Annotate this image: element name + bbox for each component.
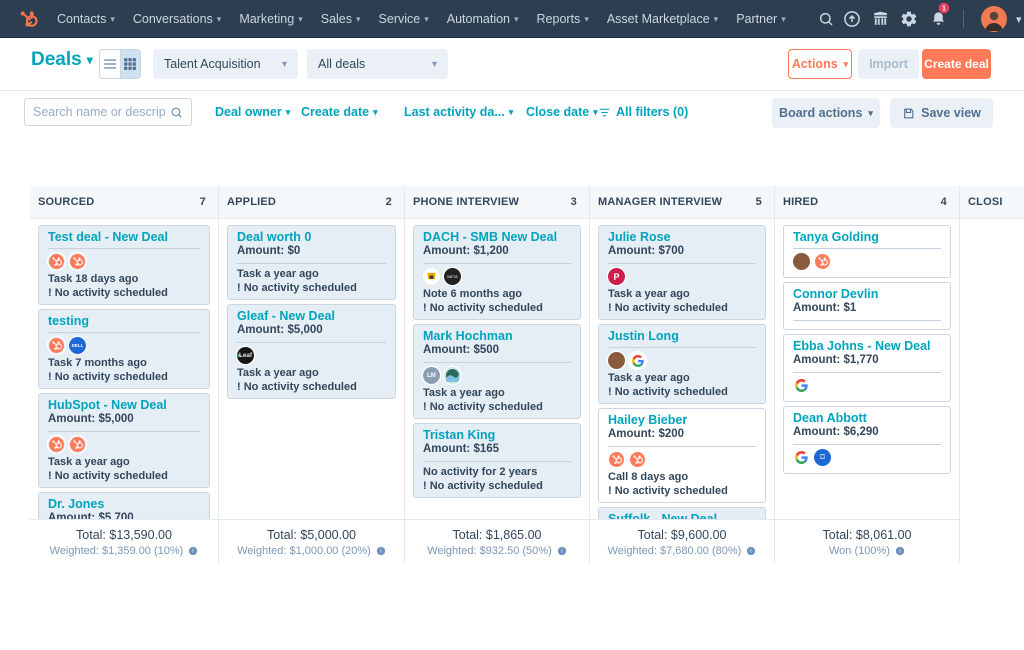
svg-text:1: 1 [942,5,946,12]
svg-text:i: i [193,549,194,555]
svg-text:i: i [561,549,562,555]
svg-text:i: i [380,549,381,555]
svg-text:i: i [899,549,900,555]
svg-text:i: i [751,549,752,555]
